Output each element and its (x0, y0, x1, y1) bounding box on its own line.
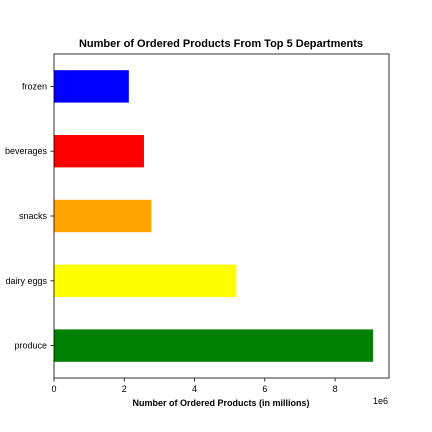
x-tick-label: 2 (122, 384, 127, 394)
x-tick-label: 6 (262, 384, 267, 394)
bar-beverages (54, 135, 144, 168)
y-tick-label: beverages (5, 146, 48, 156)
x-tick-label: 8 (333, 384, 338, 394)
x-axis-offset-label: 1e6 (373, 396, 388, 406)
bar-produce (54, 329, 374, 362)
x-tick-label: 0 (51, 384, 56, 394)
bars-group (54, 70, 374, 362)
x-axis-label: Number of Ordered Products (in millions) (132, 398, 309, 408)
x-tick-label: 4 (192, 384, 197, 394)
y-tick-label: snacks (19, 211, 48, 221)
plot-frame (53, 53, 390, 379)
chart-title: Number of Ordered Products From Top 5 De… (79, 38, 363, 50)
y-tick-label: frozen (22, 81, 47, 91)
bar-snacks (54, 199, 152, 233)
bar-frozen (54, 70, 129, 103)
y-tick-label: dairy eggs (5, 276, 47, 286)
y-axis-ticks: produce dairy eggs snacks beverages frozen (5, 81, 54, 351)
x-axis-ticks: 0 2 4 6 8 (51, 378, 338, 394)
bar-dairy-eggs (54, 264, 237, 297)
y-tick-label: produce (14, 341, 47, 351)
